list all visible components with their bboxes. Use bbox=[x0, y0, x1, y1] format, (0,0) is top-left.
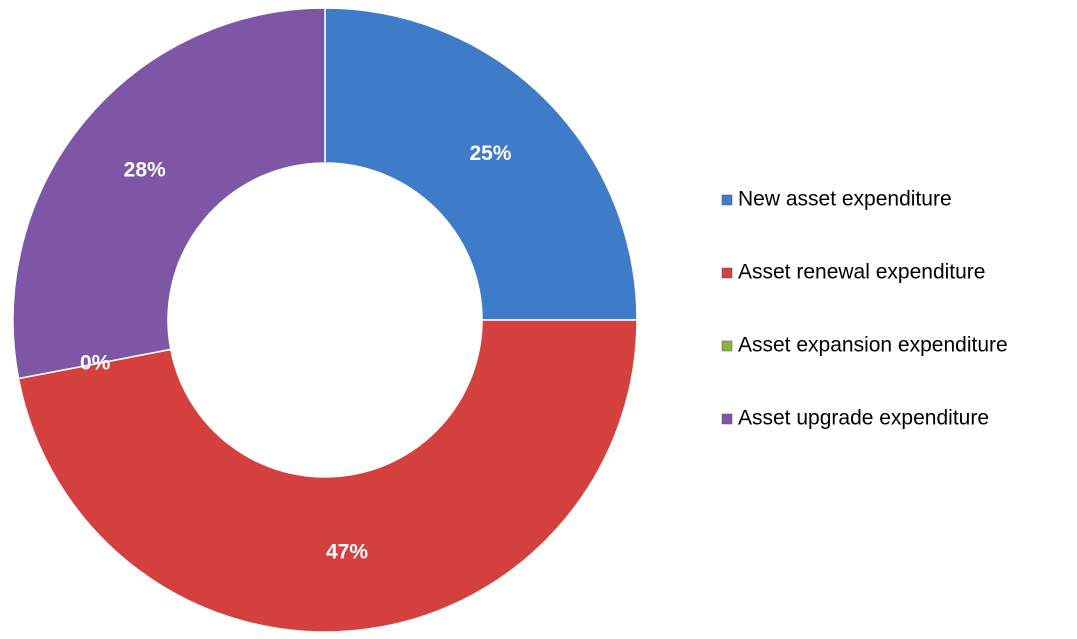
donut-slice bbox=[324, 7, 638, 321]
legend-swatch bbox=[721, 413, 733, 425]
value-label: 25% bbox=[469, 142, 511, 165]
legend-swatch bbox=[721, 194, 733, 206]
donut-slice bbox=[12, 7, 326, 380]
legend-label: Asset renewal expenditure bbox=[738, 261, 985, 284]
donut-slice bbox=[17, 319, 638, 633]
value-label: 47% bbox=[326, 541, 368, 564]
legend-label: Asset upgrade expenditure bbox=[738, 407, 989, 430]
value-label: 0% bbox=[80, 351, 111, 374]
legend-swatch bbox=[721, 267, 733, 279]
legend-swatch bbox=[721, 340, 733, 352]
value-label: 28% bbox=[124, 158, 166, 181]
legend-label: Asset expansion expenditure bbox=[738, 334, 1008, 357]
legend-label: New asset expenditure bbox=[738, 188, 952, 211]
